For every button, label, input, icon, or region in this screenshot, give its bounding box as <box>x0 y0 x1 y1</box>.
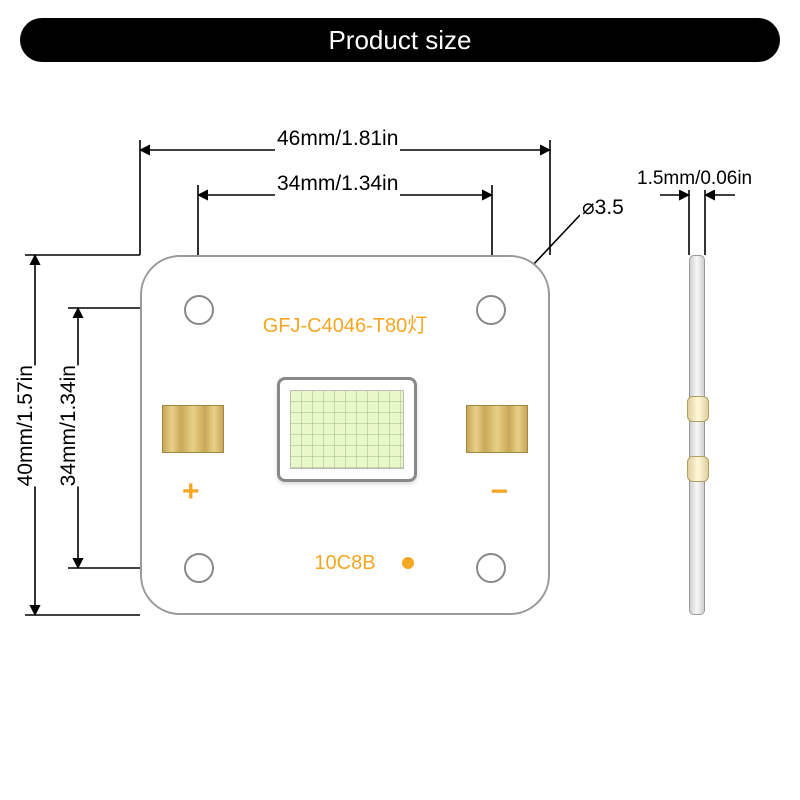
bottom-code-label: 10C8B <box>142 552 548 575</box>
side-contact-bump <box>687 396 709 422</box>
dim-hole-dia: ⌀3.5 <box>580 195 626 220</box>
title-text: Product size <box>328 25 471 56</box>
dim-width-inner: 34mm/1.34in <box>275 172 400 196</box>
title-bar: Product size <box>20 18 780 62</box>
orientation-dot-icon <box>402 557 414 569</box>
dim-height-outer: 40mm/1.57in <box>12 365 40 486</box>
dim-height-inner: 34mm/1.34in <box>55 365 83 486</box>
part-number-label: GFJ-C4046-T80灯 <box>142 309 548 338</box>
led-emitting-area <box>290 390 404 469</box>
led-chip <box>277 377 417 482</box>
pcb-board-front-view: GFJ-C4046-T80灯 10C8B + − <box>140 255 550 615</box>
dim-width-outer: 46mm/1.81in <box>275 127 400 151</box>
contact-pad-left <box>162 405 224 453</box>
dim-thickness: 1.5mm/0.06in <box>635 168 754 190</box>
side-contact-bump <box>687 456 709 482</box>
polarity-minus-label: − <box>490 475 508 509</box>
contact-pad-right <box>466 405 528 453</box>
polarity-plus-label: + <box>182 475 200 509</box>
pcb-board-side-view <box>689 255 705 615</box>
technical-diagram: 46mm/1.81in 34mm/1.34in 40mm/1.57in 34mm… <box>0 100 800 700</box>
